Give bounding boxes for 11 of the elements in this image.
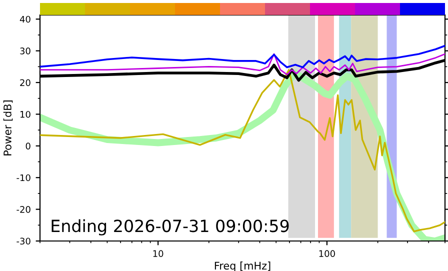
y-axis-title: Power [dB] [3, 100, 13, 156]
y-tick-label: -10 [16, 174, 30, 182]
y-tick-label: 10 [20, 110, 30, 118]
y-tick-label: 30 [20, 48, 30, 54]
annotation: Ending 2026-07-31 09:00:59 [52, 219, 289, 236]
y-tick-label: 40 [20, 16, 30, 23]
y-tick-label: 20 [20, 79, 30, 86]
y-tick-label: 0 [26, 142, 30, 150]
y-tick-label: -20 [16, 206, 30, 213]
x-tick-label: 100 [319, 250, 335, 258]
y-tick-label: -30 [16, 238, 30, 245]
